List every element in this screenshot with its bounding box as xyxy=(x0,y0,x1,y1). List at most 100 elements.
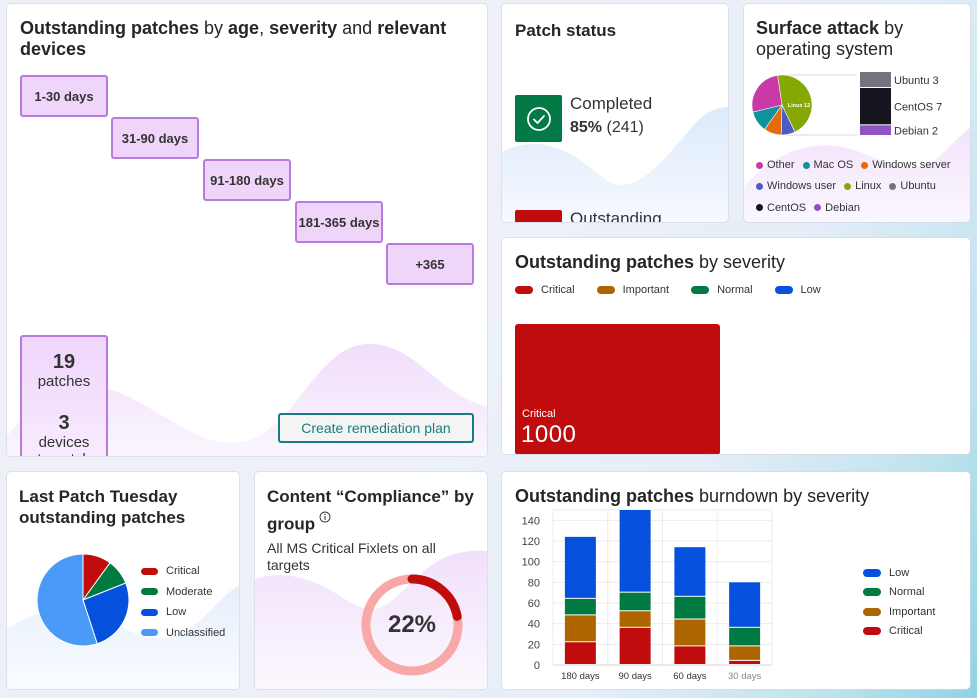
legend-item[interactable]: CentOS xyxy=(756,198,806,219)
y-tick-label: 60 xyxy=(528,598,540,610)
legend-item[interactable]: Low xyxy=(863,563,970,583)
legend-item[interactable]: Critical xyxy=(141,561,239,582)
legend-item[interactable]: Other xyxy=(756,155,795,176)
legend-swatch xyxy=(863,568,881,577)
legend-swatch xyxy=(863,607,881,616)
legend-item[interactable]: Normal xyxy=(863,583,970,603)
last-patch-tuesday-card: Last Patch Tuesday outstanding patches C… xyxy=(7,472,239,689)
legend-item[interactable]: Low xyxy=(774,284,821,296)
y-tick-label: 100 xyxy=(522,557,540,569)
legend-swatch xyxy=(141,588,158,596)
outstanding-status[interactable]: Outstanding 15% (32) xyxy=(515,209,728,222)
completed-status[interactable]: Completed 85% (241) xyxy=(515,94,728,142)
breakdown-bar-debian[interactable] xyxy=(860,125,891,135)
bar-segment-critical[interactable] xyxy=(674,646,706,664)
treemap-tile-critical[interactable]: Critical 1000 xyxy=(515,324,720,454)
legend-dot xyxy=(844,183,852,190)
age-bucket-header[interactable]: 31-90 days xyxy=(111,117,199,159)
bar-segment-normal[interactable] xyxy=(729,627,761,646)
age-bucket-header[interactable]: +365 xyxy=(386,243,474,285)
status-value: 85% (241) xyxy=(570,119,644,136)
question-circle-icon xyxy=(515,210,562,222)
legend-dot xyxy=(756,161,763,169)
legend-item[interactable]: Critical xyxy=(515,284,575,296)
status-label: Outstanding xyxy=(570,209,662,222)
legend-item[interactable]: Low xyxy=(141,602,239,623)
patches-by-age-card: Outstanding patches by age, severity and… xyxy=(7,4,487,456)
burndown-card: Outstanding patches burndown by severity… xyxy=(502,472,970,689)
os-legend: Other Mac OS Windows server Windows user Lin… xyxy=(756,155,968,219)
breakdown-bar-ubuntu[interactable] xyxy=(860,72,891,87)
device-count: 3 xyxy=(58,412,70,434)
bar-segment-important[interactable] xyxy=(729,646,761,660)
legend-item[interactable]: Ubuntu xyxy=(889,176,936,197)
breakdown-label: Debian 2 xyxy=(894,126,938,138)
legend-item[interactable]: Linux xyxy=(844,176,881,197)
card-title: Surface attack by operating system xyxy=(756,18,904,59)
legend-dot xyxy=(802,161,810,169)
bar-segment-low[interactable] xyxy=(564,536,596,598)
patch-label: patches xyxy=(37,373,91,390)
patches-by-severity-card: Outstanding patches by severity Critical… xyxy=(502,238,970,454)
pie-slice-other[interactable] xyxy=(752,74,783,113)
legend-item[interactable]: Important xyxy=(596,284,669,296)
age-bucket-header[interactable]: 1-30 days xyxy=(20,75,108,117)
age-bucket-header[interactable]: 181-365 days xyxy=(295,201,383,243)
legend-swatch xyxy=(515,286,533,294)
card-title: Last Patch Tuesday outstanding patches xyxy=(19,487,186,527)
age-bucket-summary[interactable]: 19 patches 3 devices to patch xyxy=(20,335,108,456)
x-tick-label: 30 days xyxy=(728,671,762,682)
patch-status-card: Patch status Completed 85% (241) Outstan… xyxy=(502,4,728,222)
bar-segment-critical[interactable] xyxy=(619,627,651,664)
legend-item[interactable]: Moderate xyxy=(141,582,239,603)
pie-label: Linux 12 xyxy=(788,103,810,109)
legend-item[interactable]: Critical xyxy=(863,622,970,642)
bar-segment-normal[interactable] xyxy=(619,592,651,611)
info-icon[interactable] xyxy=(319,507,331,528)
y-tick-label: 80 xyxy=(528,577,540,589)
legend-item[interactable]: Debian xyxy=(814,198,860,219)
bar-segment-normal[interactable] xyxy=(674,596,706,619)
x-tick-label: 60 days xyxy=(673,671,707,682)
tuesday-legend: Critical Moderate Low Unclassified xyxy=(141,561,239,643)
device-label: to patch xyxy=(22,451,106,456)
breakdown-bar-centos[interactable] xyxy=(860,88,891,125)
bar-segment-low[interactable] xyxy=(674,547,706,596)
card-title: Patch status xyxy=(515,21,617,40)
legend-item[interactable]: Mac OS xyxy=(802,155,853,176)
severity-legend: Critical Important Normal Low xyxy=(515,284,970,296)
legend-dot xyxy=(756,183,763,190)
patch-count: 19 xyxy=(52,351,76,373)
check-circle-icon xyxy=(515,95,562,142)
burndown-legend: Low Normal Important Critical xyxy=(863,563,970,641)
compliance-percent: 22% xyxy=(387,611,437,638)
legend-swatch xyxy=(141,608,158,616)
age-bucket-header[interactable]: 91-180 days xyxy=(203,159,291,201)
create-remediation-plan-button[interactable]: Create remediation plan xyxy=(278,413,474,443)
legend-item[interactable]: Unclassified xyxy=(141,623,239,644)
legend-dot xyxy=(756,204,763,212)
bar-segment-important[interactable] xyxy=(619,611,651,627)
legend-swatch xyxy=(863,627,881,636)
bar-segment-normal[interactable] xyxy=(564,598,596,615)
legend-item[interactable]: Windows server xyxy=(861,155,951,176)
legend-swatch xyxy=(141,567,158,575)
legend-item[interactable]: Important xyxy=(863,602,970,622)
card-title: Outstanding patches burndown by severity xyxy=(515,486,870,506)
bar-segment-low[interactable] xyxy=(619,510,651,592)
pie-slice-linux[interactable] xyxy=(777,74,813,133)
card-title: Outstanding patches by severity xyxy=(515,252,786,272)
breakdown-label: CentOS 7 xyxy=(894,102,942,114)
bar-segment-critical[interactable] xyxy=(564,642,596,664)
bar-segment-important[interactable] xyxy=(674,619,706,646)
legend-item[interactable]: Normal xyxy=(691,284,753,296)
legend-item[interactable]: Windows user xyxy=(756,176,836,197)
y-tick-label: 120 xyxy=(522,536,540,548)
bar-segment-important[interactable] xyxy=(564,615,596,642)
legend-dot xyxy=(889,183,897,190)
bar-segment-low[interactable] xyxy=(729,582,761,627)
bar-segment-critical[interactable] xyxy=(729,660,761,664)
device-label: devices xyxy=(38,434,90,451)
y-tick-label: 0 xyxy=(534,660,540,672)
x-tick-label: 180 days xyxy=(561,671,600,682)
